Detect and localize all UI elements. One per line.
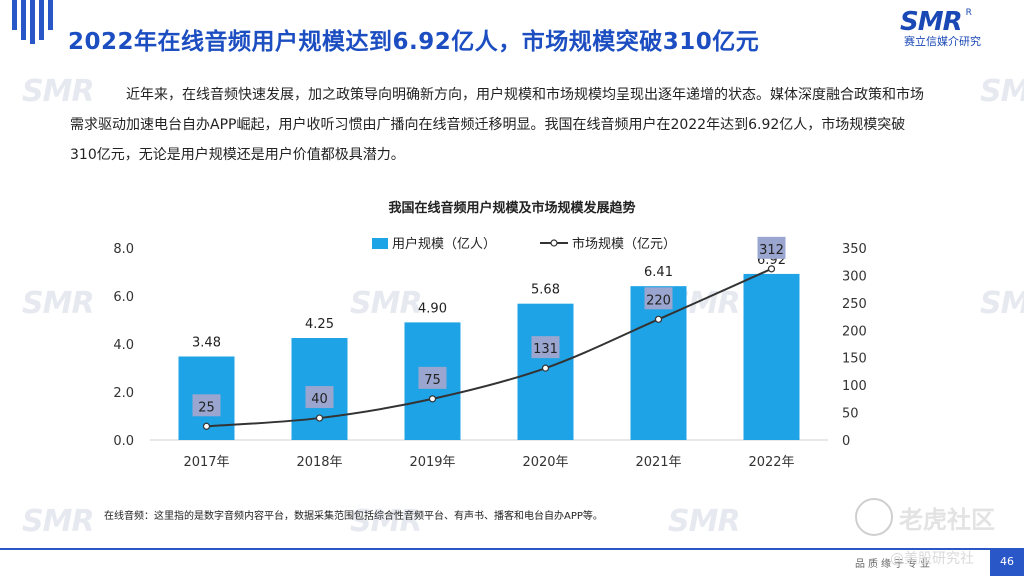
x-tick-label: 2020年 bbox=[522, 455, 568, 470]
smr-logo: SMR R 赛立信媒介研究 bbox=[900, 8, 1010, 48]
watermark: SMR bbox=[22, 286, 95, 321]
line-data-label: 25 bbox=[198, 400, 215, 415]
line-label-box bbox=[305, 386, 334, 409]
bar bbox=[743, 273, 800, 440]
intro-paragraph: 近年来，在线音频快速发展，加之政策导向明确新方向，用户规模和市场规模均呈现出逐年… bbox=[70, 80, 928, 170]
legend-line-label: 市场规模（亿元） bbox=[572, 236, 676, 252]
y-right-tick-label: 300 bbox=[842, 269, 867, 284]
line-data-label: 312 bbox=[759, 243, 784, 258]
line-data-label: 40 bbox=[311, 392, 328, 407]
x-tick-label: 2022年 bbox=[748, 455, 794, 470]
community-badge: 老虎社区 bbox=[855, 498, 1015, 538]
x-tick-label: 2021年 bbox=[635, 455, 681, 470]
watermark: SMR bbox=[350, 504, 423, 539]
logo-registered: R bbox=[965, 8, 972, 18]
y-right-tick-label: 0 bbox=[842, 434, 850, 449]
line-point bbox=[541, 364, 550, 372]
line-data-label: 131 bbox=[533, 342, 558, 357]
y-right-tick-label: 350 bbox=[842, 242, 867, 257]
y-left-tick-label: 4.0 bbox=[113, 338, 134, 353]
line-label-box bbox=[418, 366, 447, 389]
y-left-tick-label: 0.0 bbox=[113, 434, 134, 449]
series-line bbox=[206, 267, 772, 428]
watermark: SMR bbox=[350, 286, 423, 321]
legend-bar-label: 用户规模（亿人） bbox=[392, 236, 496, 252]
logo-subtitle: 赛立信媒介研究 bbox=[904, 35, 981, 48]
x-tick-label: 2017年 bbox=[183, 455, 229, 470]
bar-data-label: 5.68 bbox=[531, 283, 560, 298]
line-data-label: 220 bbox=[646, 293, 671, 308]
legend-line-marker bbox=[550, 239, 558, 247]
line-label-box bbox=[531, 336, 560, 359]
community-brand: 老虎社区 bbox=[899, 506, 995, 534]
footer-slogan: 品质缘于专业 bbox=[855, 559, 933, 570]
line-point bbox=[202, 422, 211, 430]
line-point bbox=[767, 265, 776, 273]
bar-data-label: 4.25 bbox=[305, 317, 334, 332]
header-decoration bbox=[12, 0, 60, 44]
watermark: SMR bbox=[22, 74, 95, 109]
y-right-tick-label: 250 bbox=[842, 297, 867, 312]
line-label-box bbox=[757, 236, 786, 259]
bar-data-label: 4.90 bbox=[418, 301, 447, 316]
x-tick-label: 2019年 bbox=[409, 455, 455, 470]
y-left-tick-label: 2.0 bbox=[113, 386, 134, 401]
bar bbox=[517, 303, 574, 440]
line-point bbox=[315, 414, 324, 422]
watermark: SMR bbox=[22, 504, 95, 539]
watermark: SMR bbox=[980, 74, 1024, 109]
logo-mark: SMR bbox=[900, 7, 963, 37]
line-data-label: 75 bbox=[424, 373, 441, 388]
line-label-box bbox=[644, 287, 673, 310]
line-label-box bbox=[192, 394, 221, 417]
page-number: 46 bbox=[990, 548, 1024, 576]
tiger-logo-icon bbox=[855, 498, 893, 536]
intro-text: 近年来，在线音频快速发展，加之政策导向明确新方向，用户规模和市场规模均呈现出逐年… bbox=[70, 87, 924, 163]
bar-data-label: 6.41 bbox=[644, 265, 673, 280]
y-left-tick-label: 6.0 bbox=[113, 290, 134, 305]
y-right-tick-label: 50 bbox=[842, 407, 859, 422]
page-title: 2022年在线音频用户规模达到6.92亿人，市场规模突破310亿元 bbox=[68, 29, 760, 55]
author-watermark: @美股研究社 bbox=[890, 551, 974, 567]
legend-bar-swatch bbox=[372, 238, 388, 249]
footnote: 在线音频：这里指的是数字音频内容平台，数据采集范围包括综合性音频平台、有声书、播… bbox=[104, 511, 603, 522]
line-point bbox=[654, 315, 663, 323]
watermark: SMR bbox=[980, 286, 1024, 321]
line-point bbox=[428, 395, 437, 403]
y-right-tick-label: 150 bbox=[842, 352, 867, 367]
y-left-tick-label: 8.0 bbox=[113, 242, 134, 257]
x-tick-label: 2018年 bbox=[296, 455, 342, 470]
bar-data-label: 3.48 bbox=[192, 335, 221, 350]
y-right-tick-label: 100 bbox=[842, 379, 867, 394]
watermark: SMR bbox=[668, 504, 741, 539]
chart-title: 我国在线音频用户规模及市场规模发展趋势 bbox=[388, 201, 636, 216]
footer-rule bbox=[0, 548, 990, 550]
y-right-tick-label: 200 bbox=[842, 324, 867, 339]
